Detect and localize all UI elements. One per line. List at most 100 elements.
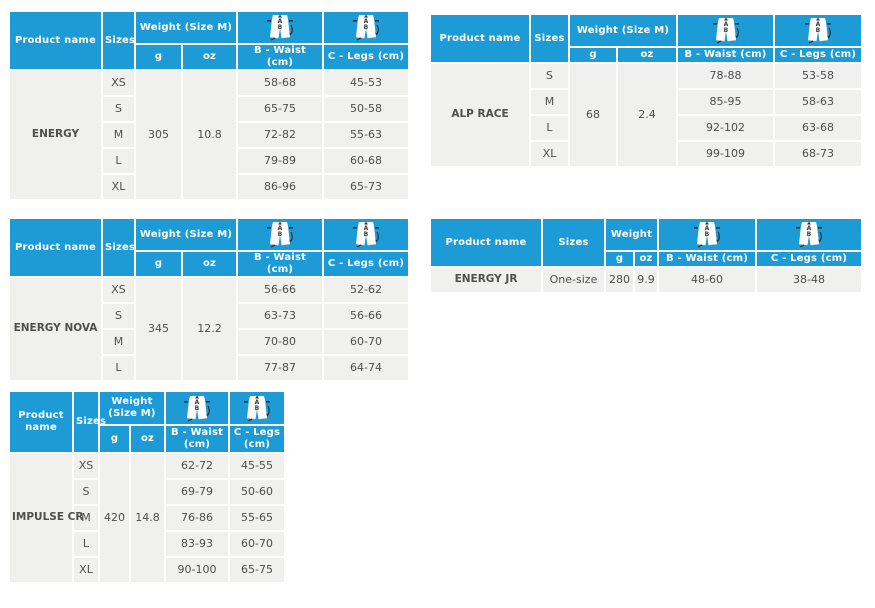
- oz-header-cell: oz: [180, 43, 239, 71]
- waist-header-cell: B - Waist (cm): [164, 424, 231, 454]
- oz-header-cell: oz: [128, 424, 167, 454]
- table-row: L 83-93 60-70: [9, 530, 287, 558]
- waist-header-cell: B - Waist (cm): [657, 250, 757, 268]
- waist-range-cell: 90-100: [164, 556, 231, 584]
- size-cell: M: [101, 121, 136, 149]
- weight-g-cell: 345: [134, 276, 183, 382]
- waist-range-cell: 69-79: [164, 478, 231, 506]
- waist-range-cell: 86-96: [236, 173, 325, 201]
- product-name-cell: IMPULSE CR: [8, 452, 83, 584]
- waist-range-cell: 65-75: [236, 95, 325, 123]
- product-name-header-cell: Product name: [8, 217, 103, 278]
- product-name-header-cell: Product name: [8, 10, 103, 71]
- weight-oz-cell: 14.8: [128, 452, 167, 584]
- size-cell: L: [101, 354, 136, 382]
- product-name-cell: ENERGY: [8, 69, 103, 201]
- waist-range-cell: 77-87: [236, 354, 325, 382]
- sizes-header-cell: Sizes: [101, 10, 136, 71]
- weight-oz-cell: 9.9: [633, 266, 659, 294]
- waist-range-cell: 83-93: [164, 530, 231, 558]
- sizes-header-cell: Sizes: [529, 13, 570, 64]
- waist-range-cell: 63-73: [236, 302, 325, 330]
- waist-header-cell: B - Waist (cm): [676, 46, 776, 64]
- size-cell: S: [101, 302, 136, 330]
- table-row: S 63-73 56-66: [9, 302, 411, 330]
- table-row: ENERGY XS 305 10.8 58-68 45-53: [8, 69, 411, 201]
- legs-range-cell: 60-70: [322, 328, 411, 356]
- legs-range-cell: 50-60: [228, 478, 287, 506]
- legs-range-cell: 50-58: [322, 95, 411, 123]
- table-row: ENERGY JR One-size 280 9.9 48-60 38-48: [429, 266, 863, 294]
- table-row: S 65-75 50-58: [9, 95, 411, 123]
- legs-range-cell: 55-65: [228, 504, 287, 532]
- g-header-cell: g: [568, 46, 618, 64]
- legs-range-cell: 60-68: [322, 147, 411, 175]
- legs-range-cell: 64-74: [322, 354, 411, 382]
- size-cell: One-size: [541, 266, 606, 294]
- table-row: IMPULSE CR XS 420 14.8 62-72 45-55: [8, 452, 287, 584]
- size-cell: M: [101, 328, 136, 356]
- svg-text:A: A: [195, 399, 200, 406]
- size-cell: S: [72, 478, 100, 506]
- weight-header-cell: Weight (Size M): [133, 217, 239, 252]
- legs-range-cell: 52-62: [322, 276, 411, 304]
- table-body: IMPULSE CR XS 420 14.8 62-72 45-55 S 69-79 50-60…: [8, 452, 287, 584]
- legs-range-cell: 65-75: [228, 556, 287, 584]
- size-cell: M: [72, 504, 100, 532]
- size-cell: M: [529, 88, 570, 116]
- waist-range-cell: 56-66: [236, 276, 325, 304]
- svg-text:B: B: [364, 24, 369, 31]
- table-row: XL 99-109 68-73: [430, 140, 864, 168]
- waist-range-cell: 72-82: [236, 121, 325, 149]
- waist-range-cell: 58-68: [236, 69, 325, 97]
- size-cell: S: [529, 62, 570, 90]
- svg-text:B: B: [364, 231, 369, 238]
- legs-range-cell: 65-73: [322, 173, 411, 201]
- weight-g-cell: 280: [604, 266, 635, 294]
- oz-header-cell: oz: [180, 250, 239, 278]
- svg-text:B: B: [807, 231, 812, 238]
- weight-oz-cell: 2.4: [615, 62, 679, 168]
- table-row: ALP RACE S 68 2.4 78-88 53-58: [429, 62, 864, 168]
- legs-range-cell: 45-55: [228, 452, 287, 480]
- table-row: M 70-80 60-70: [9, 328, 411, 356]
- size-cell: L: [529, 114, 570, 142]
- legs-range-cell: 63-68: [773, 114, 864, 142]
- legs-range-cell: 55-63: [322, 121, 411, 149]
- waist-range-cell: 48-60: [657, 266, 757, 294]
- table-row: ENERGY NOVA XS 345 12.2 56-66 52-62: [8, 276, 411, 382]
- table-body: ENERGY NOVA XS 345 12.2 56-66 52-62 S 63-73 56-6…: [8, 276, 411, 382]
- svg-text:A: A: [278, 18, 283, 25]
- weight-oz-cell: 12.2: [180, 276, 239, 382]
- size-cell: L: [101, 147, 136, 175]
- legs-range-cell: 60-70: [228, 530, 287, 558]
- svg-text:B: B: [816, 27, 821, 34]
- size-cell: XL: [101, 173, 136, 201]
- svg-text:A: A: [255, 399, 260, 406]
- table-row: S 69-79 50-60: [9, 478, 287, 506]
- weight-g-cell: 420: [98, 452, 131, 584]
- table-row: XL 86-96 65-73: [9, 173, 411, 201]
- legs-range-cell: 58-63: [773, 88, 864, 116]
- product-name-cell: ENERGY JR: [429, 266, 543, 294]
- svg-text:B: B: [255, 405, 260, 412]
- table-row: M 85-95 58-63: [430, 88, 864, 116]
- table-body: ALP RACE S 68 2.4 78-88 53-58 M 85-95 58-63 L 92-1…: [429, 62, 864, 168]
